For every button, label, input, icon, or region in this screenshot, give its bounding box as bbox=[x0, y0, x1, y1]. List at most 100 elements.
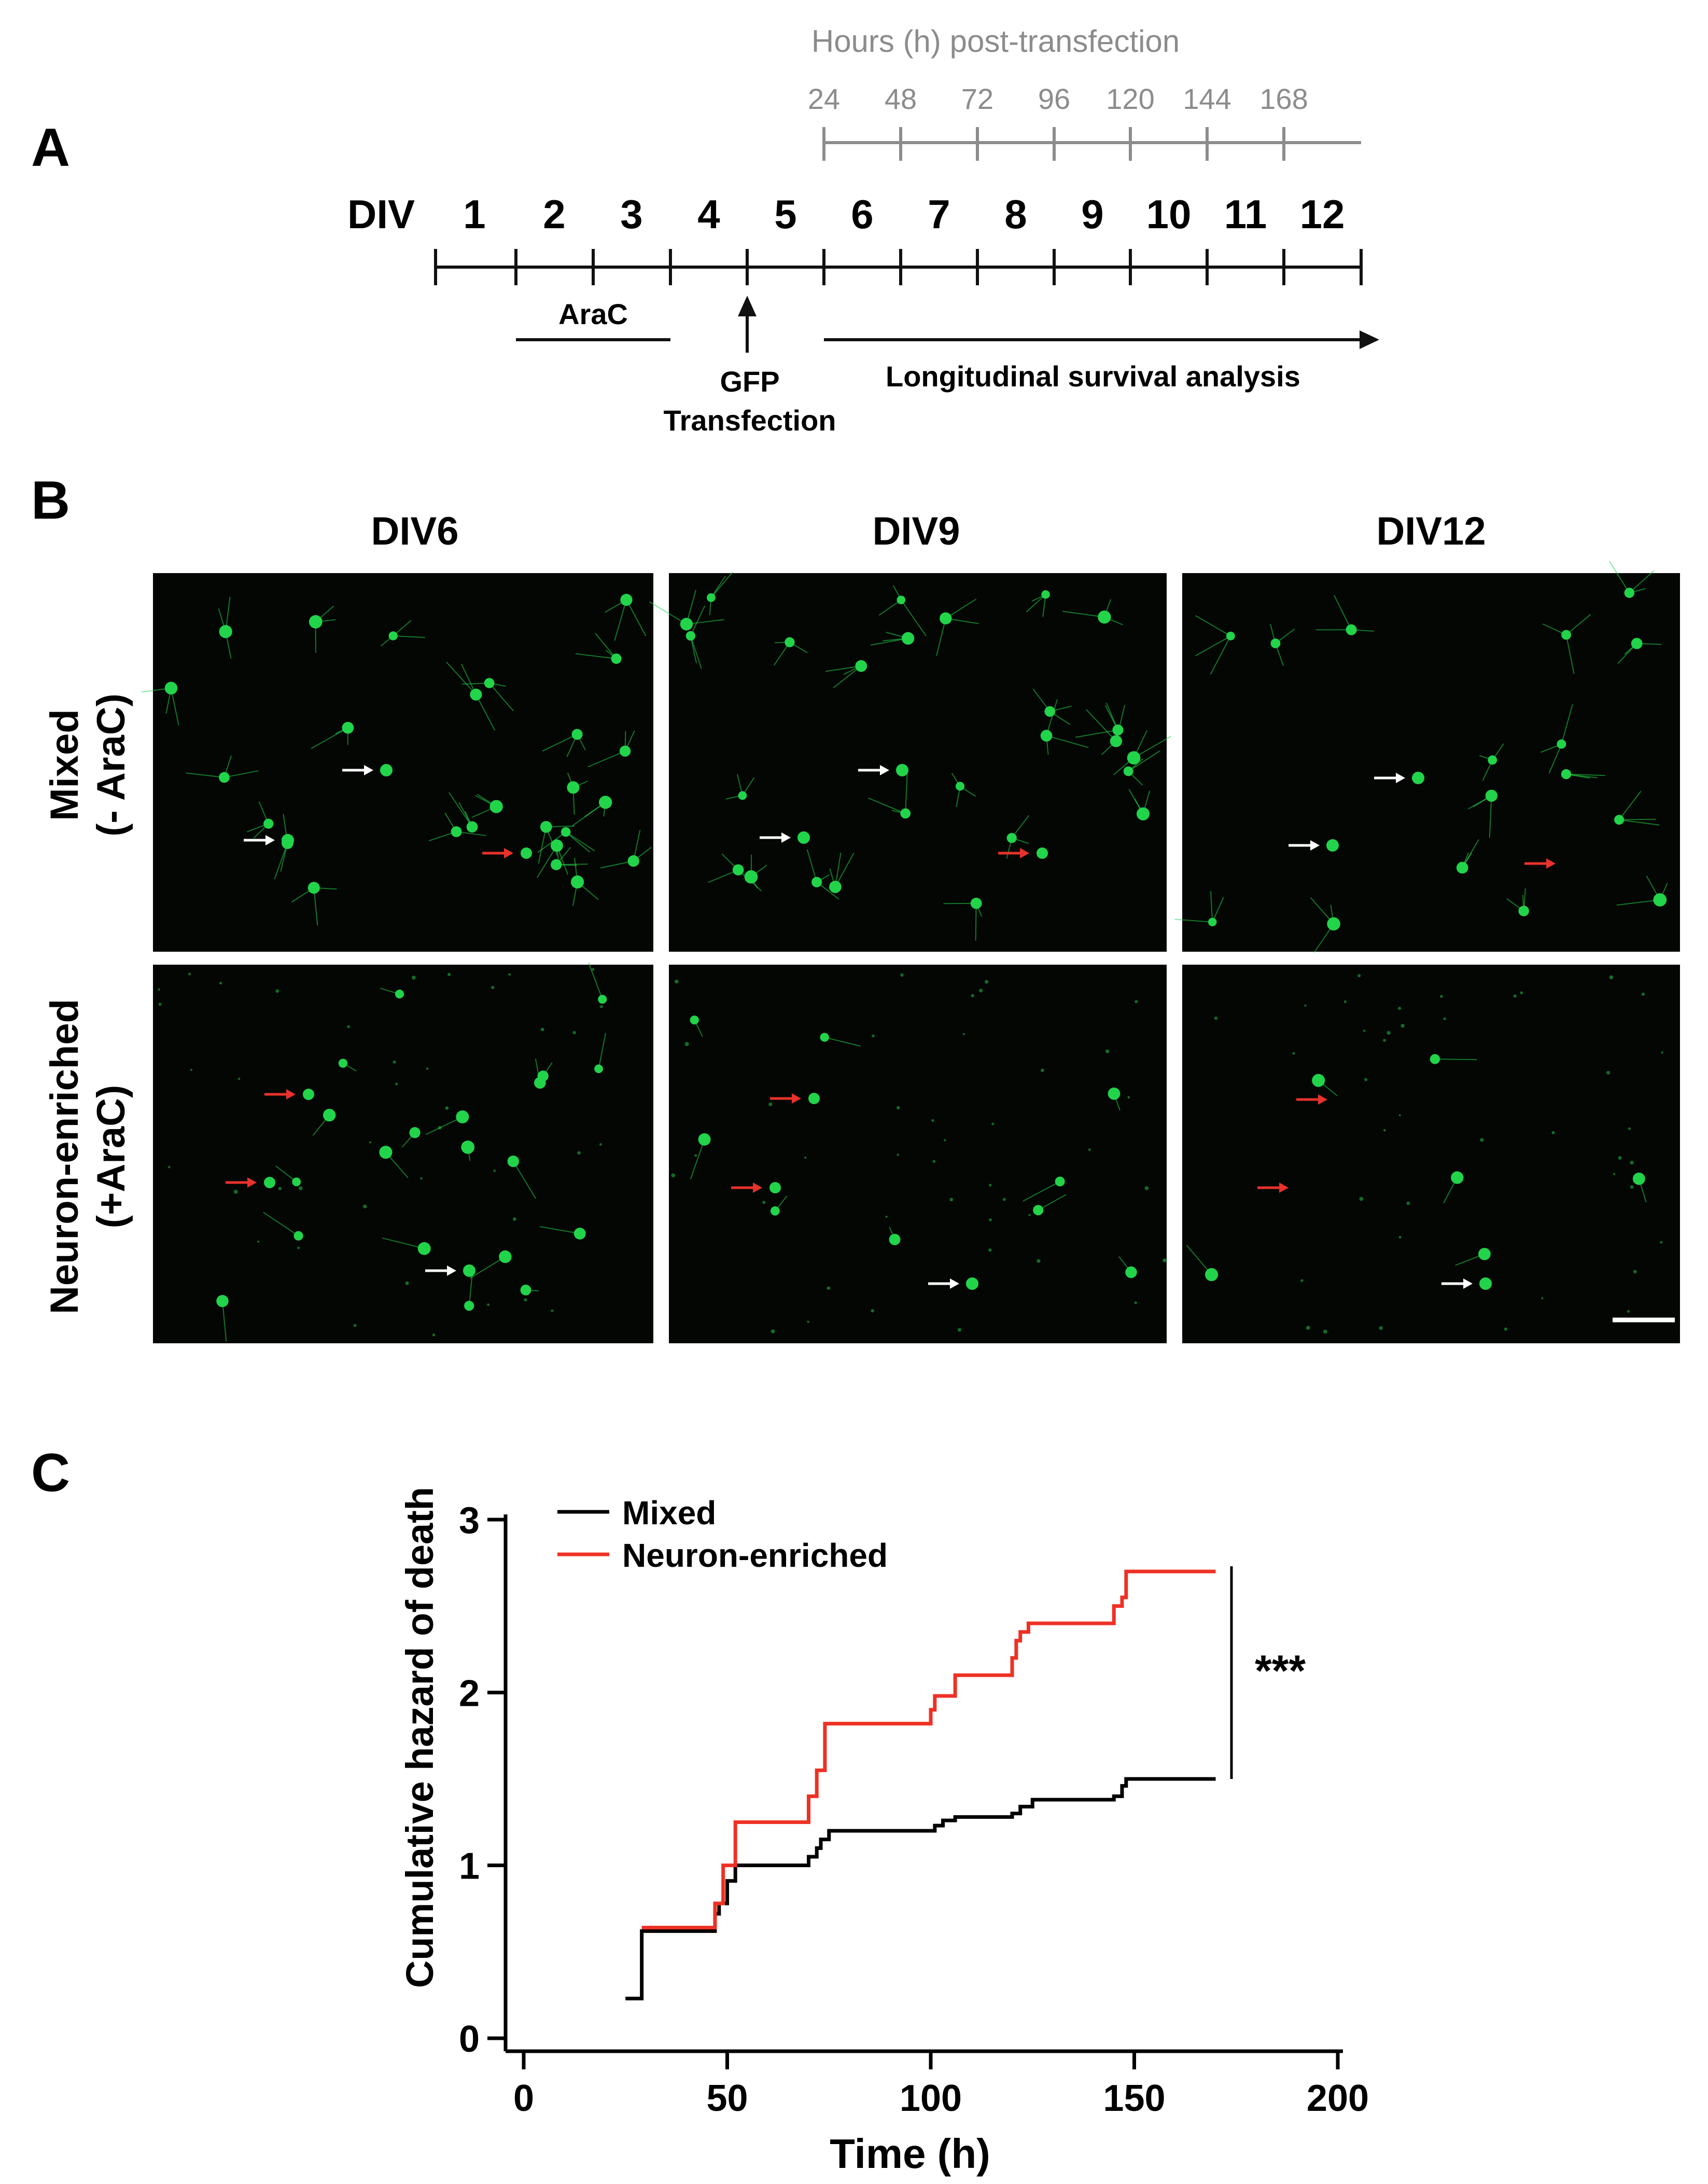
tracked-neuron bbox=[896, 764, 908, 776]
neuron-cell bbox=[870, 632, 915, 646]
debris-dot bbox=[426, 1067, 429, 1070]
debris-dot bbox=[1398, 1235, 1402, 1239]
neuron-cell bbox=[461, 1140, 475, 1161]
neuron-cell bbox=[820, 1033, 861, 1047]
debris-dot bbox=[445, 1106, 449, 1110]
white-arrow bbox=[928, 1278, 959, 1289]
debris-dot bbox=[233, 1190, 238, 1194]
neuron-cell bbox=[690, 1133, 711, 1179]
red-arrow bbox=[1296, 1094, 1327, 1105]
neuron-cell bbox=[338, 1059, 357, 1072]
transfection-arrow bbox=[738, 296, 757, 353]
debris-dot bbox=[599, 1005, 603, 1008]
debris-dot bbox=[1163, 1258, 1167, 1263]
neuron-cell bbox=[829, 852, 855, 893]
debris-dot bbox=[1606, 1070, 1611, 1075]
div-day-label: 7 bbox=[928, 191, 950, 237]
div-day-label: 12 bbox=[1300, 191, 1345, 237]
neuron-cell bbox=[542, 729, 586, 757]
micrograph-panel bbox=[1182, 965, 1680, 1343]
neuron-cell bbox=[825, 660, 867, 688]
debris-dot bbox=[158, 1003, 162, 1006]
x-axis-label: Time (h) bbox=[830, 2131, 990, 2177]
neuron-cell bbox=[707, 572, 733, 616]
neuron-cell bbox=[520, 1284, 539, 1296]
debris-dot bbox=[1357, 974, 1361, 978]
neuron-cell bbox=[1617, 637, 1662, 664]
debris-dot bbox=[931, 1119, 934, 1122]
white-arrow bbox=[244, 835, 275, 845]
div-axis: 1 2 3 4 5 6 7 8 9 10 11 12 bbox=[434, 191, 1363, 285]
debris-dot bbox=[1551, 1131, 1555, 1134]
svg-text:(+AraC): (+AraC) bbox=[89, 1085, 133, 1229]
white-arrow bbox=[1289, 840, 1320, 851]
div-day-label: 11 bbox=[1224, 191, 1267, 237]
micrograph-panel bbox=[649, 572, 1171, 952]
debris-dot bbox=[1002, 1198, 1006, 1201]
debris-dot bbox=[447, 972, 451, 977]
neuron-cell bbox=[1086, 705, 1126, 755]
debris-dot bbox=[1041, 1068, 1044, 1073]
debris-dot bbox=[1127, 1096, 1130, 1099]
red-arrow bbox=[482, 848, 513, 858]
debris-dot bbox=[1480, 1138, 1484, 1142]
neuron-cell bbox=[1632, 1172, 1647, 1203]
neuron-cell bbox=[142, 681, 179, 726]
row-label-mixed: Mixed (- AraC) bbox=[43, 693, 133, 837]
debris-dot bbox=[577, 1151, 581, 1155]
neuron-cell bbox=[216, 1295, 229, 1342]
debris-dot bbox=[1214, 1017, 1218, 1020]
panel-b-micrographs: B DIV6 DIV9 DIV12 Mixed (- AraC) Neuron-… bbox=[31, 470, 1680, 1343]
neuron-cell bbox=[380, 620, 425, 647]
debris-dot bbox=[1440, 995, 1443, 998]
debris-dot bbox=[347, 1025, 351, 1028]
neuron-cell bbox=[1108, 1087, 1121, 1111]
neuron-cell bbox=[594, 1033, 606, 1074]
y-tick-label: 2 bbox=[459, 1673, 480, 1714]
white-arrow bbox=[1441, 1278, 1473, 1289]
debris-dot bbox=[1541, 1297, 1544, 1300]
neuron-cell bbox=[446, 661, 496, 731]
debris-dot bbox=[985, 980, 989, 984]
debris-dot bbox=[1343, 1000, 1347, 1003]
neuron-cell bbox=[725, 774, 755, 800]
neuron-cell bbox=[1540, 704, 1573, 774]
debris-dot bbox=[1398, 1114, 1401, 1117]
hours-tick-label: 168 bbox=[1259, 82, 1308, 115]
debris-dot bbox=[768, 1102, 773, 1106]
hazard-chart: 0 50 100 150 200 0 1 2 3 Time (h) Cumulative hazar… bbox=[398, 1487, 1369, 2177]
debris-dot bbox=[405, 1281, 409, 1285]
div-day-label: 8 bbox=[1004, 191, 1027, 237]
debris-dot bbox=[762, 1201, 766, 1204]
debris-dot bbox=[1628, 1127, 1631, 1130]
neuron-cell bbox=[1316, 594, 1374, 635]
debris-dot bbox=[1105, 1049, 1110, 1053]
gfp-label: GFP bbox=[720, 365, 779, 398]
debris-dot bbox=[278, 1187, 282, 1190]
neuron-cell bbox=[1456, 839, 1479, 874]
debris-dot bbox=[675, 979, 679, 984]
div-day-label: 1 bbox=[463, 191, 485, 237]
debris-dot bbox=[257, 1240, 260, 1243]
micrograph-grid bbox=[142, 561, 1680, 1343]
neuron-cell bbox=[1174, 891, 1224, 927]
debris-dot bbox=[1028, 1214, 1031, 1216]
debris-dot bbox=[684, 1042, 689, 1047]
neuron-cell bbox=[690, 1016, 703, 1037]
div-day-label: 4 bbox=[697, 191, 720, 237]
neuron-cell bbox=[380, 987, 404, 999]
neuron-cell bbox=[572, 796, 612, 826]
tracked-neuron bbox=[1412, 772, 1424, 784]
div-day-label: 6 bbox=[851, 191, 873, 237]
neuron-cell bbox=[773, 637, 808, 666]
neuron-cell bbox=[1616, 875, 1668, 907]
debris-dot bbox=[1504, 1327, 1508, 1331]
debris-dot bbox=[1627, 1310, 1630, 1313]
survival-label: Longitudinal survival analysis bbox=[886, 360, 1300, 393]
neuron-cell bbox=[1443, 1171, 1464, 1204]
neuron-cell bbox=[1430, 1054, 1477, 1064]
neuron-cell bbox=[1023, 1176, 1065, 1202]
div-day-label: 9 bbox=[1081, 191, 1103, 237]
debris-dot bbox=[804, 1156, 807, 1159]
debris-dot bbox=[513, 1217, 516, 1221]
